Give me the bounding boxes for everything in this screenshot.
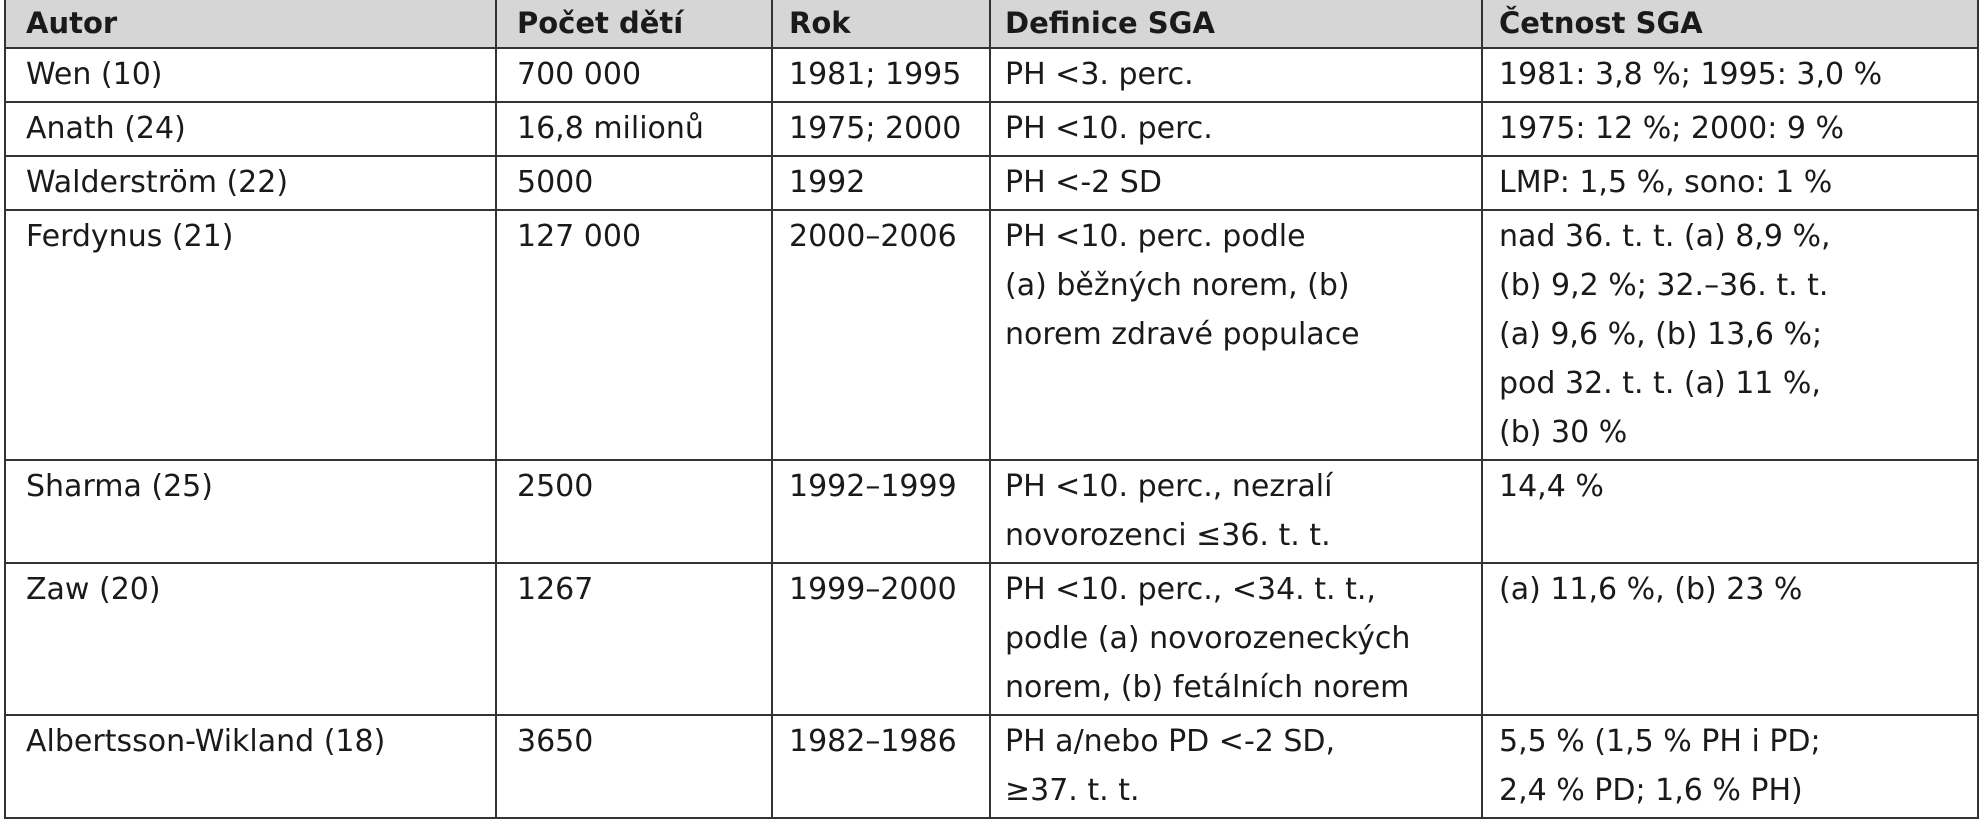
sga-table-container: Autor Počet dětí Rok Definice SGA Četnos…	[4, 0, 1979, 819]
definition-line: PH <10. perc.	[1005, 111, 1213, 146]
cell-author: Albertsson-Wikland (18)	[4, 714, 497, 819]
definition-line: novorozenci ≤36. t. t.	[1005, 518, 1331, 553]
cell-frequency: LMP: 1,5 %, sono: 1 %	[1481, 155, 1979, 211]
definition-line: PH a/nebo PD <-2 SD,	[1005, 724, 1336, 759]
header-year: Rok	[771, 0, 991, 49]
cell-frequency: 1981: 3,8 %; 1995: 3,0 %	[1481, 47, 1979, 103]
table-row: Wen (10) 700 000 1981; 1995 PH <3. perc.…	[4, 47, 1979, 103]
cell-count: 16,8 milionů	[495, 101, 773, 157]
frequency-line: (a) 11,6 %, (b) 23 %	[1499, 572, 1803, 607]
cell-year: 1982–1986	[771, 714, 991, 819]
frequency-line: 5,5 % (1,5 % PH i PD;	[1499, 724, 1821, 759]
definition-line: norem, (b) fetálních norem	[1005, 670, 1410, 705]
cell-author: Sharma (25)	[4, 459, 497, 564]
frequency-line: nad 36. t. t. (a) 8,9 %,	[1499, 219, 1831, 254]
frequency-line: pod 32. t. t. (a) 11 %,	[1499, 366, 1821, 401]
cell-count: 127 000	[495, 209, 773, 461]
definition-line: norem zdravé populace	[1005, 317, 1360, 352]
definition-line: PH <3. perc.	[1005, 57, 1194, 92]
table-row: Walderström (22) 5000 1992 PH <-2 SD LMP…	[4, 155, 1979, 211]
cell-definition: PH <10. perc., nezralí novorozenci ≤36. …	[989, 459, 1483, 564]
cell-frequency: (a) 11,6 %, (b) 23 %	[1481, 562, 1979, 716]
cell-frequency: 5,5 % (1,5 % PH i PD; 2,4 % PD; 1,6 % PH…	[1481, 714, 1979, 819]
frequency-line: 1981: 3,8 %; 1995: 3,0 %	[1499, 57, 1883, 92]
cell-author: Walderström (22)	[4, 155, 497, 211]
definition-line: PH <10. perc., <34. t. t.,	[1005, 572, 1376, 607]
cell-frequency: nad 36. t. t. (a) 8,9 %, (b) 9,2 %; 32.–…	[1481, 209, 1979, 461]
cell-author: Ferdynus (21)	[4, 209, 497, 461]
table-row: Anath (24) 16,8 milionů 1975; 2000 PH <1…	[4, 101, 1979, 157]
definition-line: PH <-2 SD	[1005, 165, 1162, 200]
cell-year: 1992	[771, 155, 991, 211]
cell-year: 1999–2000	[771, 562, 991, 716]
frequency-line: (a) 9,6 %, (b) 13,6 %;	[1499, 317, 1823, 352]
cell-definition: PH <10. perc.	[989, 101, 1483, 157]
frequency-line: LMP: 1,5 %, sono: 1 %	[1499, 165, 1833, 200]
header-frequency: Četnost SGA	[1481, 0, 1979, 49]
cell-count: 3650	[495, 714, 773, 819]
sga-table: Autor Počet dětí Rok Definice SGA Četnos…	[4, 0, 1979, 819]
table-row: Sharma (25) 2500 1992–1999 PH <10. perc.…	[4, 459, 1979, 564]
header-count: Počet dětí	[495, 0, 773, 49]
cell-count: 1267	[495, 562, 773, 716]
frequency-line: (b) 9,2 %; 32.–36. t. t.	[1499, 268, 1829, 303]
table-row: Zaw (20) 1267 1999–2000 PH <10. perc., <…	[4, 562, 1979, 716]
cell-author: Anath (24)	[4, 101, 497, 157]
definition-line: podle (a) novorozeneckých	[1005, 621, 1411, 656]
definition-line: PH <10. perc., nezralí	[1005, 469, 1333, 504]
cell-count: 2500	[495, 459, 773, 564]
frequency-line: 2,4 % PD; 1,6 % PH)	[1499, 773, 1803, 808]
table-header-row: Autor Počet dětí Rok Definice SGA Četnos…	[4, 0, 1979, 49]
cell-count: 700 000	[495, 47, 773, 103]
frequency-line: 14,4 %	[1499, 469, 1604, 504]
header-definition: Definice SGA	[989, 0, 1483, 49]
cell-year: 2000–2006	[771, 209, 991, 461]
table-row: Albertsson-Wikland (18) 3650 1982–1986 P…	[4, 714, 1979, 819]
cell-author: Wen (10)	[4, 47, 497, 103]
frequency-line: (b) 30 %	[1499, 415, 1628, 450]
cell-definition: PH <10. perc. podle (a) běžných norem, (…	[989, 209, 1483, 461]
table-row: Ferdynus (21) 127 000 2000–2006 PH <10. …	[4, 209, 1979, 461]
cell-year: 1981; 1995	[771, 47, 991, 103]
cell-frequency: 1975: 12 %; 2000: 9 %	[1481, 101, 1979, 157]
cell-author: Zaw (20)	[4, 562, 497, 716]
cell-year: 1975; 2000	[771, 101, 991, 157]
cell-definition: PH <10. perc., <34. t. t., podle (a) nov…	[989, 562, 1483, 716]
frequency-line: 1975: 12 %; 2000: 9 %	[1499, 111, 1844, 146]
definition-line: ≥37. t. t.	[1005, 773, 1140, 808]
cell-count: 5000	[495, 155, 773, 211]
definition-line: PH <10. perc. podle	[1005, 219, 1306, 254]
cell-definition: PH <-2 SD	[989, 155, 1483, 211]
cell-definition: PH a/nebo PD <-2 SD, ≥37. t. t.	[989, 714, 1483, 819]
definition-line: (a) běžných norem, (b)	[1005, 268, 1350, 303]
cell-year: 1992–1999	[771, 459, 991, 564]
cell-definition: PH <3. perc.	[989, 47, 1483, 103]
cell-frequency: 14,4 %	[1481, 459, 1979, 564]
header-author: Autor	[4, 0, 497, 49]
